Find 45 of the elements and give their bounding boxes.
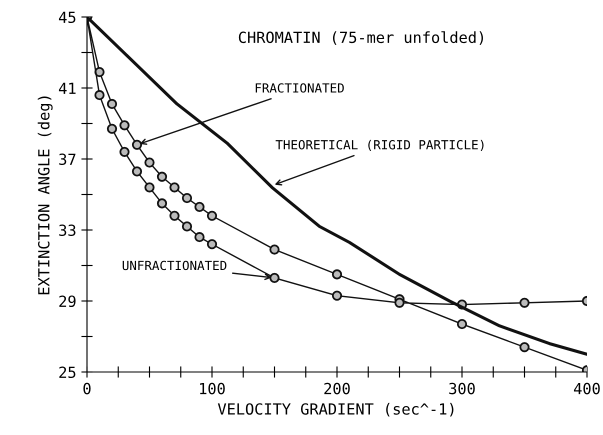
y-tick-label: 45 xyxy=(58,12,76,24)
y-tick-label: 25 xyxy=(59,366,76,378)
y-tick-label: 29 xyxy=(59,296,76,308)
x-tick-label: 100 xyxy=(200,382,225,394)
point xyxy=(206,210,218,221)
y-axis-title: EXTINCTION ANGLE (deg) xyxy=(38,96,53,294)
annotation: UNFRACTIONATED xyxy=(122,260,226,270)
point xyxy=(182,192,192,204)
point xyxy=(94,66,105,78)
y-tick-label: 41 xyxy=(58,82,76,94)
x-tick-label: 400 xyxy=(574,382,600,394)
point xyxy=(269,244,280,255)
point xyxy=(394,298,405,308)
point xyxy=(194,232,205,242)
point xyxy=(119,120,130,130)
point xyxy=(332,269,342,280)
point xyxy=(182,221,192,232)
point xyxy=(106,124,118,134)
point xyxy=(269,272,280,283)
point xyxy=(144,182,155,192)
point xyxy=(169,210,180,221)
point xyxy=(156,198,168,208)
point xyxy=(206,239,218,250)
x-tick-label: 0 xyxy=(83,382,91,394)
y-tick-label: 33 xyxy=(59,224,76,236)
y-tick-label: 37 xyxy=(59,154,76,166)
point xyxy=(156,172,168,182)
x-tick-label: 200 xyxy=(324,382,350,394)
point xyxy=(519,342,530,352)
point xyxy=(119,146,130,157)
text: CHROMATIN (75-mer unfolded) xyxy=(238,31,483,45)
point xyxy=(94,90,105,100)
x-tick-label: 300 xyxy=(449,382,475,394)
annotation: THEORETICAL (RIGID PARTICLE) xyxy=(276,140,484,151)
x-axis-title: VELOCITY GRADIENT (sec^-1) xyxy=(218,402,454,417)
point xyxy=(169,182,180,192)
point xyxy=(106,98,118,110)
point xyxy=(332,290,342,301)
point xyxy=(194,202,205,212)
annotation: FRACTIONATED xyxy=(256,83,344,93)
point xyxy=(519,298,530,308)
point xyxy=(456,319,468,330)
point xyxy=(132,140,142,150)
point xyxy=(144,157,155,168)
point xyxy=(132,166,142,176)
